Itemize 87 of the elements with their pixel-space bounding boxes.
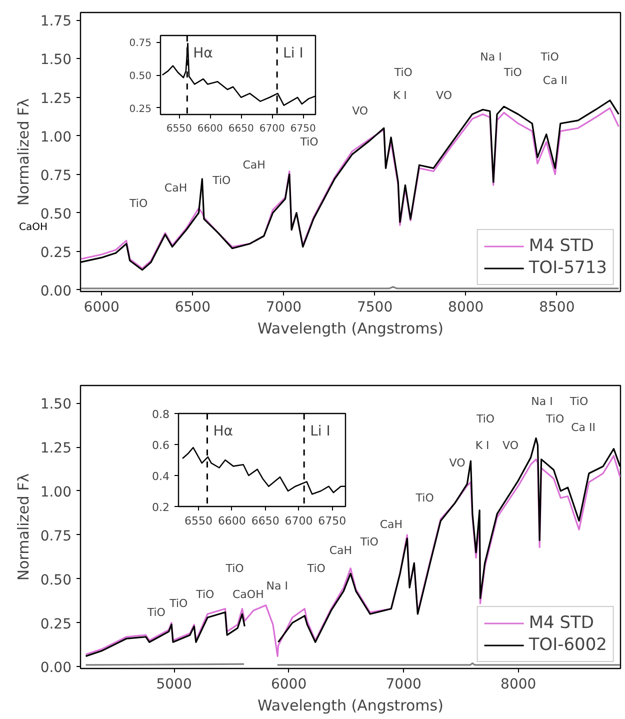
legend-label: M4 STD (528, 613, 594, 633)
y-tick-label: 0.8 (152, 408, 170, 421)
y-tick-label: 0.00 (40, 660, 72, 676)
x-tick-label: 6650 (228, 124, 254, 134)
annotation: VO (436, 89, 452, 102)
x-tick-label: 6650 (251, 514, 280, 528)
x-tick-label: 6750 (290, 124, 316, 134)
ref-line-label: Hα (213, 424, 233, 440)
x-tick-label: 6550 (184, 514, 213, 528)
annotation: K I (392, 89, 407, 102)
x-axis-title: Wavelength (Angstroms) (258, 696, 444, 714)
text: CaOH (19, 221, 48, 235)
y-axis-title: Normalized Fλ (14, 473, 32, 581)
annotation: TiO (540, 50, 560, 64)
ref-line-label: Li I (310, 424, 330, 440)
annotation: CaH (164, 182, 188, 195)
annotation: TiO (306, 562, 326, 575)
x-tick-label: 6000 (270, 676, 307, 692)
x-tick-label: 5000 (156, 676, 192, 692)
y-tick-label: 0.75 (129, 38, 152, 50)
y-tick-label: 1.25 (40, 440, 72, 457)
annotation: TiO (569, 394, 588, 408)
annotation: TiO (475, 412, 495, 426)
x-tick-label: 6550 (166, 124, 192, 134)
x-tick-label: 6600 (218, 514, 246, 528)
y-tick-label: 0.00 (40, 283, 72, 300)
annotation: TiO (545, 412, 564, 426)
x-tick-label: 8000 (448, 300, 484, 316)
y-tick-label: 1.50 (40, 396, 72, 413)
annotation: TiO (299, 135, 319, 148)
annotation: Na I (480, 50, 502, 64)
y-axis-title: Normalized Fλ (14, 98, 32, 206)
annotation: TiO (128, 197, 148, 210)
y-tick-label: 1.75 (40, 14, 72, 30)
y-tick-label: 1.25 (40, 90, 72, 107)
x-tick-label: 7000 (266, 300, 302, 316)
annotation: TiO (393, 66, 413, 80)
annotation: Na I (531, 394, 553, 408)
y-tick-label: 0.50 (129, 71, 152, 82)
annotation: CaH (329, 544, 352, 558)
annotation: K I (475, 438, 490, 452)
x-axis-title: Wavelength (Angstroms) (258, 320, 444, 338)
y-tick-label: 0.75 (40, 168, 72, 184)
annotation: TiO (359, 535, 379, 548)
annotation: Na I (266, 579, 288, 592)
y-tick-label: 0.50 (40, 206, 72, 222)
legend-label: TOI-6002 (528, 635, 607, 655)
legend-label: TOI-5713 (528, 258, 607, 278)
annotation: TiO (168, 596, 188, 610)
ref-line-label: Hα (193, 46, 213, 62)
annotation: Ca II (542, 74, 568, 87)
annotation: TiO (414, 491, 434, 504)
annotation: CaH (242, 158, 266, 172)
y-tick-label: 1.50 (40, 52, 72, 68)
ref-line-label: Li I (283, 46, 304, 62)
x-tick-label: 6700 (284, 514, 313, 528)
y-tick-label: 0.4 (152, 470, 170, 483)
annotation: CaH (380, 518, 403, 531)
y-tick-label: 1.00 (40, 129, 72, 146)
annotation: CaOH (232, 588, 264, 602)
x-tick-label: 6500 (174, 300, 211, 316)
annotation: VO (449, 456, 466, 470)
legend-label: M4 STD (528, 236, 594, 256)
x-tick-label: 6600 (197, 124, 223, 134)
x-tick-label: 6000 (84, 300, 120, 316)
x-tick-label: 7000 (386, 676, 422, 692)
y-tick-label: 0.25 (129, 104, 152, 115)
x-tick-label: 7500 (357, 300, 393, 316)
annotation: TiO (224, 562, 244, 575)
y-tick-label: 0.25 (40, 244, 72, 261)
x-tick-label: 6750 (318, 514, 346, 528)
annotation: Ca II (571, 421, 596, 434)
x-tick-label: 8000 (500, 676, 536, 692)
y-tick-label: 0.6 (152, 439, 170, 452)
annotation: TiO (212, 174, 232, 188)
y-tick-label: 1.00 (40, 484, 72, 500)
y-tick-label: 0.75 (40, 528, 72, 544)
annotation: TiO (195, 588, 215, 602)
x-tick-label: 6700 (259, 124, 285, 134)
annotation: VO (352, 104, 368, 118)
x-tick-label: 8500 (539, 300, 575, 316)
y-tick-label: 0.2 (152, 501, 170, 514)
y-tick-label: 0.50 (40, 572, 72, 588)
annotation: TiO (502, 66, 522, 80)
annotation: VO (502, 438, 519, 452)
y-tick-label: 0.25 (40, 616, 72, 632)
annotation: TiO (146, 606, 166, 619)
